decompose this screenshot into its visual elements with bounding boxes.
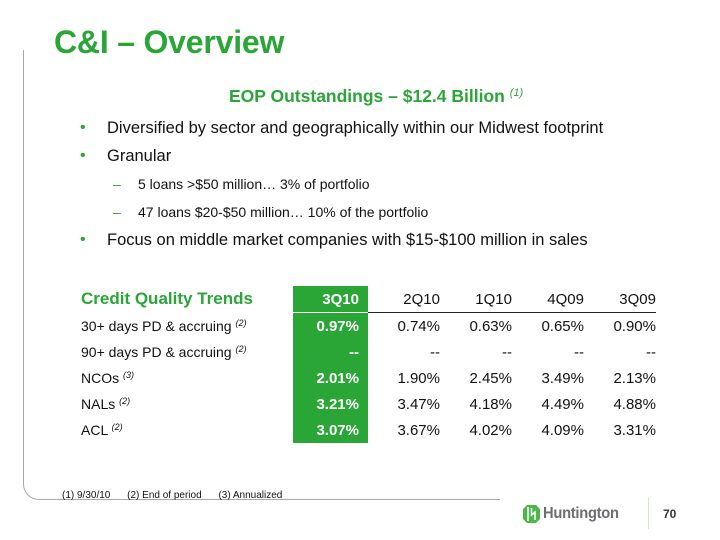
footnote: (3) Annualized	[218, 490, 283, 501]
huntington-logo: Huntington	[523, 504, 625, 524]
footer-divider	[648, 497, 649, 529]
subtitle-footnote-ref: (1)	[509, 87, 524, 99]
column-header: 4Q09	[512, 286, 584, 313]
table-cell: 0.90%	[613, 317, 656, 335]
row-label: 90+ days PD & accruing (2)	[81, 344, 247, 360]
sub-bullet-text: 47 loans $20-$50 million… 10% of the por…	[138, 204, 429, 220]
table-cell: 1.90%	[397, 369, 440, 387]
table-cell: 4.88%	[613, 395, 656, 413]
sub-bullet-item: – 5 loans >$50 million… 3% of portfolio	[80, 174, 603, 194]
table-cell: 4.02%	[469, 421, 512, 439]
footnote-ref: (2)	[119, 396, 131, 406]
sub-bullet-item: – 47 loans $20-$50 million… 10% of the po…	[80, 202, 603, 222]
row-label: ACL (2)	[81, 422, 123, 438]
cell-current: 3.21%	[293, 391, 368, 417]
footnote-ref: (2)	[235, 344, 247, 354]
table-row: ACL (2) 3.07% 3.67% 4.02% 4.09% 3.31%	[75, 417, 656, 443]
table-cell: 2.45%	[469, 369, 512, 387]
huntington-logo-icon	[523, 505, 540, 523]
bullet-icon: •	[80, 231, 86, 248]
footnote-ref: (2)	[235, 317, 247, 328]
table-cell: --	[430, 343, 440, 361]
bullet-item: • Focus on middle market companies with $…	[80, 230, 603, 250]
footnote: (1) 9/30/10	[62, 490, 111, 501]
table-cell: 3.67%	[397, 421, 440, 439]
bullet-text: Diversified by sector and geographically…	[107, 119, 604, 137]
footnote: (2) End of period	[127, 490, 202, 501]
table-cell: 3.49%	[541, 369, 584, 387]
slide-title: C&I – Overview	[54, 24, 285, 60]
page-number: 70	[663, 507, 677, 521]
column-header: 2Q10	[368, 286, 440, 313]
table-row: NALs (2) 3.21% 3.47% 4.18% 4.49% 4.88%	[75, 391, 656, 417]
footnote-ref: (2)	[111, 422, 123, 432]
table-cell: 4.49%	[541, 395, 584, 413]
table-header-row: Credit Quality Trends 3Q10 2Q10 1Q10 4Q0…	[75, 286, 656, 313]
table-cell: 0.74%	[397, 317, 440, 335]
bullet-icon: •	[80, 147, 86, 164]
cell-current: 3.07%	[293, 417, 368, 443]
table-cell: 2.13%	[613, 369, 656, 387]
cell-current: 2.01%	[293, 365, 368, 391]
subtitle-text: EOP Outstandings – $12.4 Billion	[229, 86, 505, 106]
table-row: 90+ days PD & accruing (2) -- -- -- -- -…	[75, 339, 656, 365]
column-header-current: 3Q10	[293, 286, 368, 313]
table-row: NCOs (3) 2.01% 1.90% 2.45% 3.49% 2.13%	[75, 365, 656, 391]
column-header: 3Q09	[584, 286, 656, 313]
table-cell: 3.31%	[613, 421, 656, 439]
sub-bullet-text: 5 loans >$50 million… 3% of portfolio	[138, 176, 370, 192]
bullet-text: Granular	[107, 147, 172, 165]
footnote-ref: (3)	[123, 370, 135, 380]
bullet-list: • Diversified by sector and geographicall…	[80, 118, 603, 258]
table-cell: --	[646, 343, 656, 361]
table-cell: 4.18%	[469, 395, 512, 413]
bullet-item: • Granular	[80, 146, 603, 166]
slide-frame	[23, 50, 664, 500]
slide-subtitle: EOP Outstandings – $12.4 Billion (1)	[229, 86, 523, 107]
column-header: 1Q10	[440, 286, 512, 313]
table-cell: 4.09%	[541, 421, 584, 439]
dash-icon: –	[113, 176, 121, 192]
table-row: 30+ days PD & accruing (2) 0.97% 0.74% 0…	[75, 312, 656, 339]
dash-icon: –	[113, 204, 121, 220]
bullet-text: Focus on middle market companies with $1…	[107, 231, 588, 249]
logo-text: Huntington	[543, 505, 619, 522]
bullet-icon: •	[80, 119, 86, 136]
bullet-item: • Diversified by sector and geographicall…	[80, 118, 603, 138]
credit-quality-table: Credit Quality Trends 3Q10 2Q10 1Q10 4Q0…	[75, 286, 656, 443]
table-cell: --	[502, 343, 512, 361]
table-cell: 3.47%	[397, 395, 440, 413]
table-cell: 0.65%	[541, 317, 584, 335]
table-cell: 0.63%	[469, 317, 512, 335]
row-label: NCOs (3)	[81, 370, 135, 386]
footnotes: (1) 9/30/10 (2) End of period (3) Annual…	[62, 490, 296, 501]
cell-current: --	[293, 339, 368, 365]
table-cell: --	[574, 343, 584, 361]
table-title: Credit Quality Trends	[81, 289, 253, 309]
row-label: NALs (2)	[81, 396, 131, 412]
cell-current: 0.97%	[293, 312, 368, 339]
row-label: 30+ days PD & accruing (2)	[81, 317, 247, 334]
